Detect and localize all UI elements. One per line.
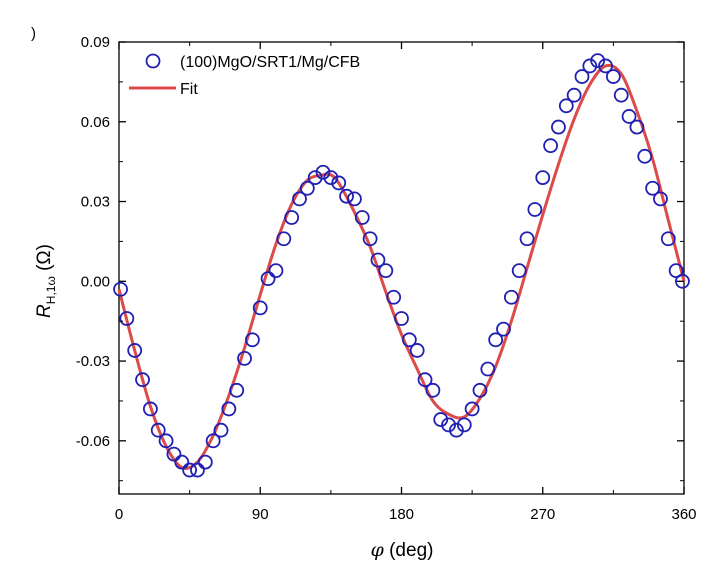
data-point (417, 372, 433, 388)
data-point (158, 433, 174, 449)
x-tick-label: 270 (530, 506, 555, 523)
y-axis-title: RH,1ω (Ω) (34, 244, 58, 318)
data-point (401, 332, 417, 348)
data-point (574, 69, 590, 84)
data-point (113, 281, 128, 297)
data-point (449, 422, 464, 438)
x-tick-label: 180 (389, 506, 414, 523)
data-point (645, 180, 661, 196)
data-point (543, 138, 558, 154)
y-tick-label: -0.03 (76, 353, 110, 370)
data-point (268, 263, 284, 279)
data-point (590, 53, 606, 69)
data-point (519, 231, 535, 247)
tick-labels: 0 90 180 270 360 -0.06 -0.03 0.00 0.03 0.06 0.09 (76, 34, 697, 523)
x-tick-label: 90 (252, 506, 269, 523)
data-point (496, 321, 511, 337)
data-point (566, 87, 582, 103)
data-point (527, 202, 543, 217)
plot-frame (118, 41, 685, 495)
x-axis-title: φ (deg) (371, 539, 434, 561)
data-point (378, 263, 394, 279)
axis-ticks (118, 41, 685, 494)
legend: (100)MgO/SRT1/Mg/CFB Fit (129, 53, 360, 98)
data-point (299, 180, 315, 196)
data-point (598, 58, 613, 74)
data-point (292, 191, 307, 207)
data-point (213, 422, 229, 438)
data-point (456, 417, 472, 433)
data-point (629, 119, 645, 135)
x-tick-label: 360 (671, 506, 696, 523)
data-point (621, 109, 637, 124)
data-point (142, 401, 158, 417)
data-point (605, 69, 621, 84)
data-point (409, 343, 425, 358)
data-point (205, 433, 221, 449)
data-point (197, 454, 213, 470)
fit-line (117, 63, 686, 470)
data-point (150, 422, 166, 438)
data-point (441, 417, 456, 433)
data-point (472, 382, 488, 398)
legend-label-data: (100)MgO/SRT1/Mg/CFB (180, 54, 360, 71)
panel-label: ) (31, 25, 36, 42)
data-point (675, 273, 690, 289)
data-point (229, 382, 245, 398)
data-point (174, 454, 190, 470)
plot-border (118, 41, 685, 495)
data-point (433, 412, 449, 427)
data-point (182, 462, 198, 478)
x-tick-label: 0 (115, 506, 123, 523)
data-point (653, 191, 668, 207)
data-point (307, 170, 323, 186)
data-point (260, 271, 276, 287)
legend-marker-symbol (145, 53, 161, 69)
data-point (221, 401, 237, 417)
data-point (166, 446, 182, 462)
data-point (503, 289, 519, 305)
data-point (323, 170, 339, 186)
data-point (362, 231, 378, 247)
data-point (488, 332, 504, 348)
data-point (190, 462, 205, 478)
data-point (119, 311, 135, 326)
data-point (370, 252, 386, 268)
data-markers-layer (113, 53, 690, 478)
data-point (613, 87, 629, 103)
data-point (237, 350, 252, 366)
legend-label-fit: Fit (180, 81, 198, 98)
y-tick-label: 0.03 (81, 194, 110, 211)
y-tick-label: -0.06 (76, 433, 110, 450)
fit-line-layer (117, 63, 686, 470)
data-point (127, 343, 143, 358)
data-point (551, 119, 566, 135)
data-point (582, 58, 598, 74)
data-point (480, 361, 496, 377)
y-tick-label: 0.09 (81, 34, 110, 51)
data-point (637, 148, 653, 164)
data-point (535, 170, 551, 186)
data-point (135, 372, 150, 388)
data-point (339, 188, 354, 204)
data-point (660, 231, 676, 247)
data-point (331, 175, 347, 191)
data-point (511, 263, 527, 279)
data-point (284, 210, 300, 225)
data-point (354, 210, 370, 225)
data-point (394, 311, 409, 326)
data-point (315, 164, 331, 180)
y-tick-label: 0.06 (81, 114, 110, 131)
data-point (245, 332, 260, 348)
data-point (668, 263, 684, 279)
data-point (464, 401, 480, 417)
data-point (425, 382, 441, 398)
data-point (386, 289, 402, 305)
data-point (276, 231, 292, 247)
data-point (252, 300, 268, 316)
data-point (347, 191, 362, 207)
data-point (558, 98, 574, 114)
y-tick-label: 0.00 (81, 273, 110, 290)
